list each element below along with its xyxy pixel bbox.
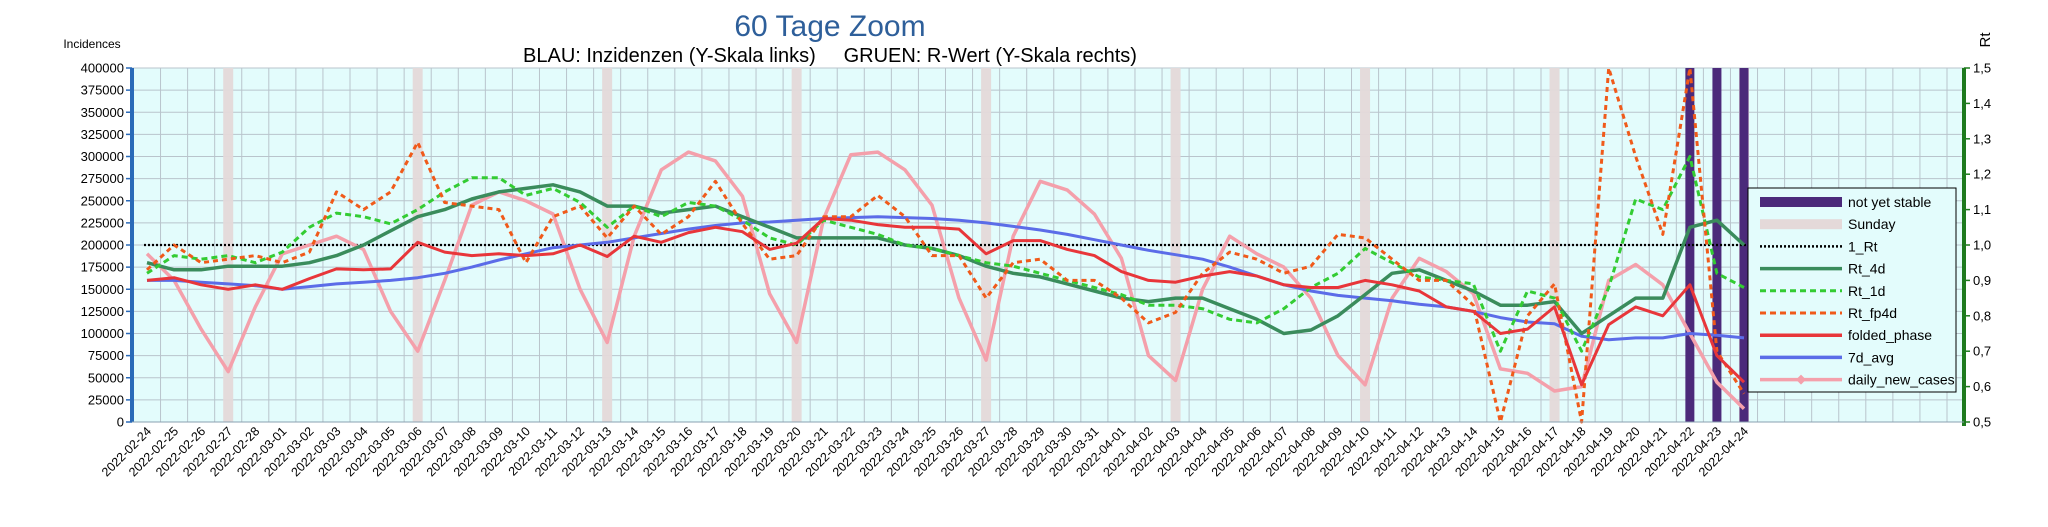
y-tick-label-right: 1,1 [1973,202,1991,217]
y-axis-right-label: Rt [1977,32,1994,48]
legend-label: Rt_1d [1848,283,1885,299]
legend-marker [1796,374,1806,385]
y-tick-label-left: 175000 [81,260,124,275]
series-line-7d-avg [147,215,1745,342]
series-line-rt-fp4d [145,66,1746,424]
legend-label: Rt_fp4d [1848,305,1897,321]
y-tick-label-left: 250000 [81,193,124,208]
sunday-bar [1549,68,1560,422]
sunday-bar [602,68,613,422]
y-tick-label-right: 0,6 [1973,379,1991,394]
y-tick-label-right: 0,9 [1973,273,1991,288]
legend-label: 7d_avg [1848,349,1894,365]
y-tick-label-left: 275000 [81,171,124,186]
y-tick-label-right: 1,4 [1973,96,1991,111]
series-line-rt-1d [146,155,1745,353]
y-tick-label-left: 25000 [88,392,124,407]
y-tick-label-left: 400000 [81,61,124,76]
y-tick-label-left: 100000 [81,326,124,341]
y-tick-label-right: 1,3 [1973,131,1991,146]
y-tick-label-left: 375000 [81,83,124,98]
series-line-folded-phase [146,217,1746,387]
chart-title: 60 Tage Zoom [734,10,925,43]
legend-label: folded_phase [1848,327,1932,343]
y-tick-label-left: 350000 [81,105,124,120]
y-axis-left-label: Incidences [63,37,120,51]
chart-subtitle: BLAU: Inzidenzen (Y-Skala links) GRUEN: … [523,45,1137,67]
y-tick-label-right: 1,0 [1973,238,1991,253]
sunday-bar [981,68,992,422]
y-tick-label-right: 0,8 [1973,308,1991,323]
legend-label: daily_new_cases [1848,372,1955,388]
legend-label: not yet stable [1848,194,1931,210]
legend-label: Sunday [1848,216,1895,232]
y-tick-label-left: 125000 [81,304,124,319]
y-tick-label-left: 0 [117,415,124,430]
legend-swatch [1760,197,1842,207]
legend-label: Rt_4d [1848,261,1885,277]
y-tick-label-left: 300000 [81,149,124,164]
y-tick-label-left: 150000 [81,282,124,297]
y-tick-label-left: 225000 [81,215,124,230]
y-tick-label-right: 0,7 [1973,344,1991,359]
y-tick-label-right: 1,5 [1973,61,1991,76]
y-tick-label-right: 0,5 [1973,415,1991,430]
y-tick-label-left: 200000 [81,238,124,253]
series-line-rt-4d [146,183,1746,336]
legend-label: 1_Rt [1848,238,1878,254]
legend-swatch [1760,219,1842,230]
sunday-bar [1170,68,1181,422]
y-tick-label-left: 75000 [88,348,124,363]
y-tick-label-right: 1,2 [1973,167,1991,182]
y-tick-label-left: 325000 [81,127,124,142]
y-tick-label-left: 50000 [88,370,124,385]
